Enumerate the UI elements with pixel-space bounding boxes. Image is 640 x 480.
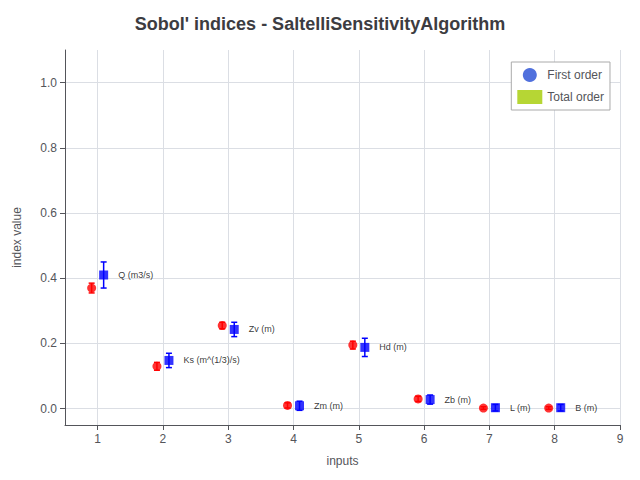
svg-text:0.6: 0.6 <box>40 206 57 220</box>
svg-text:Zv (m): Zv (m) <box>249 324 275 334</box>
svg-text:1.0: 1.0 <box>40 76 57 90</box>
svg-text:Sobol' indices - SaltelliSensi: Sobol' indices - SaltelliSensitivityAlgo… <box>135 14 505 34</box>
svg-text:Zb (m): Zb (m) <box>445 395 472 405</box>
svg-text:0.8: 0.8 <box>40 141 57 155</box>
svg-text:9: 9 <box>617 432 624 446</box>
svg-text:4: 4 <box>290 432 297 446</box>
svg-text:First order: First order <box>547 68 602 82</box>
svg-text:B (m): B (m) <box>575 403 597 413</box>
svg-text:inputs: inputs <box>326 454 358 468</box>
svg-text:5: 5 <box>355 432 362 446</box>
svg-text:L (m): L (m) <box>510 403 531 413</box>
svg-text:0.4: 0.4 <box>40 271 57 285</box>
svg-text:0.2: 0.2 <box>40 336 57 350</box>
svg-text:Hd (m): Hd (m) <box>379 342 407 352</box>
svg-text:3: 3 <box>225 432 232 446</box>
svg-text:7: 7 <box>486 432 493 446</box>
svg-text:8: 8 <box>551 432 558 446</box>
svg-text:Q (m3/s): Q (m3/s) <box>118 270 153 280</box>
svg-text:1: 1 <box>94 432 101 446</box>
svg-text:6: 6 <box>421 432 428 446</box>
svg-text:index value: index value <box>10 207 24 268</box>
svg-text:0.0: 0.0 <box>40 402 57 416</box>
svg-text:Ks (m^(1/3)/s): Ks (m^(1/3)/s) <box>183 355 239 365</box>
svg-text:Total order: Total order <box>547 90 604 104</box>
svg-text:Zm (m): Zm (m) <box>314 401 343 411</box>
svg-text:2: 2 <box>160 432 167 446</box>
